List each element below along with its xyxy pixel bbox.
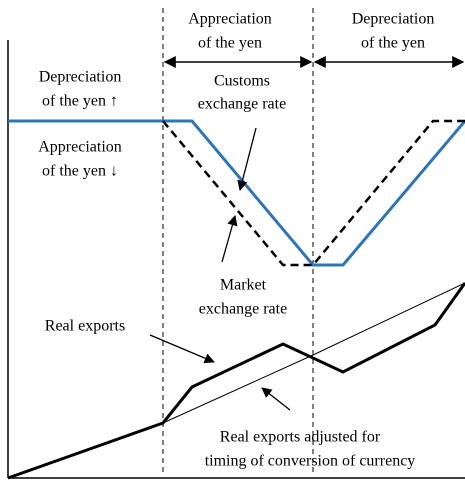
label: Appreciation bbox=[38, 139, 122, 156]
adjusted-exports-line bbox=[7, 282, 465, 479]
label: Market bbox=[220, 277, 267, 294]
label: Appreciation bbox=[188, 11, 272, 28]
customs-rate-line bbox=[8, 119, 465, 267]
label: exchange rate bbox=[199, 301, 287, 318]
axes bbox=[7, 40, 465, 479]
label: Real exports adjusted for bbox=[220, 429, 381, 446]
label: of the yen ↓ bbox=[42, 163, 118, 180]
label: Customs bbox=[214, 73, 270, 90]
label: Depreciation bbox=[352, 11, 435, 28]
pointer-arrows bbox=[149, 127, 291, 411]
market-rate-line bbox=[162, 119, 465, 267]
label: Depreciation bbox=[39, 69, 122, 86]
label: of the yen ↑ bbox=[42, 93, 118, 110]
label: of the yen bbox=[361, 35, 425, 52]
label: exchange rate bbox=[198, 96, 286, 113]
label: timing of conversion of currency bbox=[205, 453, 416, 470]
label: of the yen bbox=[198, 35, 262, 52]
label: Real exports bbox=[45, 318, 125, 335]
